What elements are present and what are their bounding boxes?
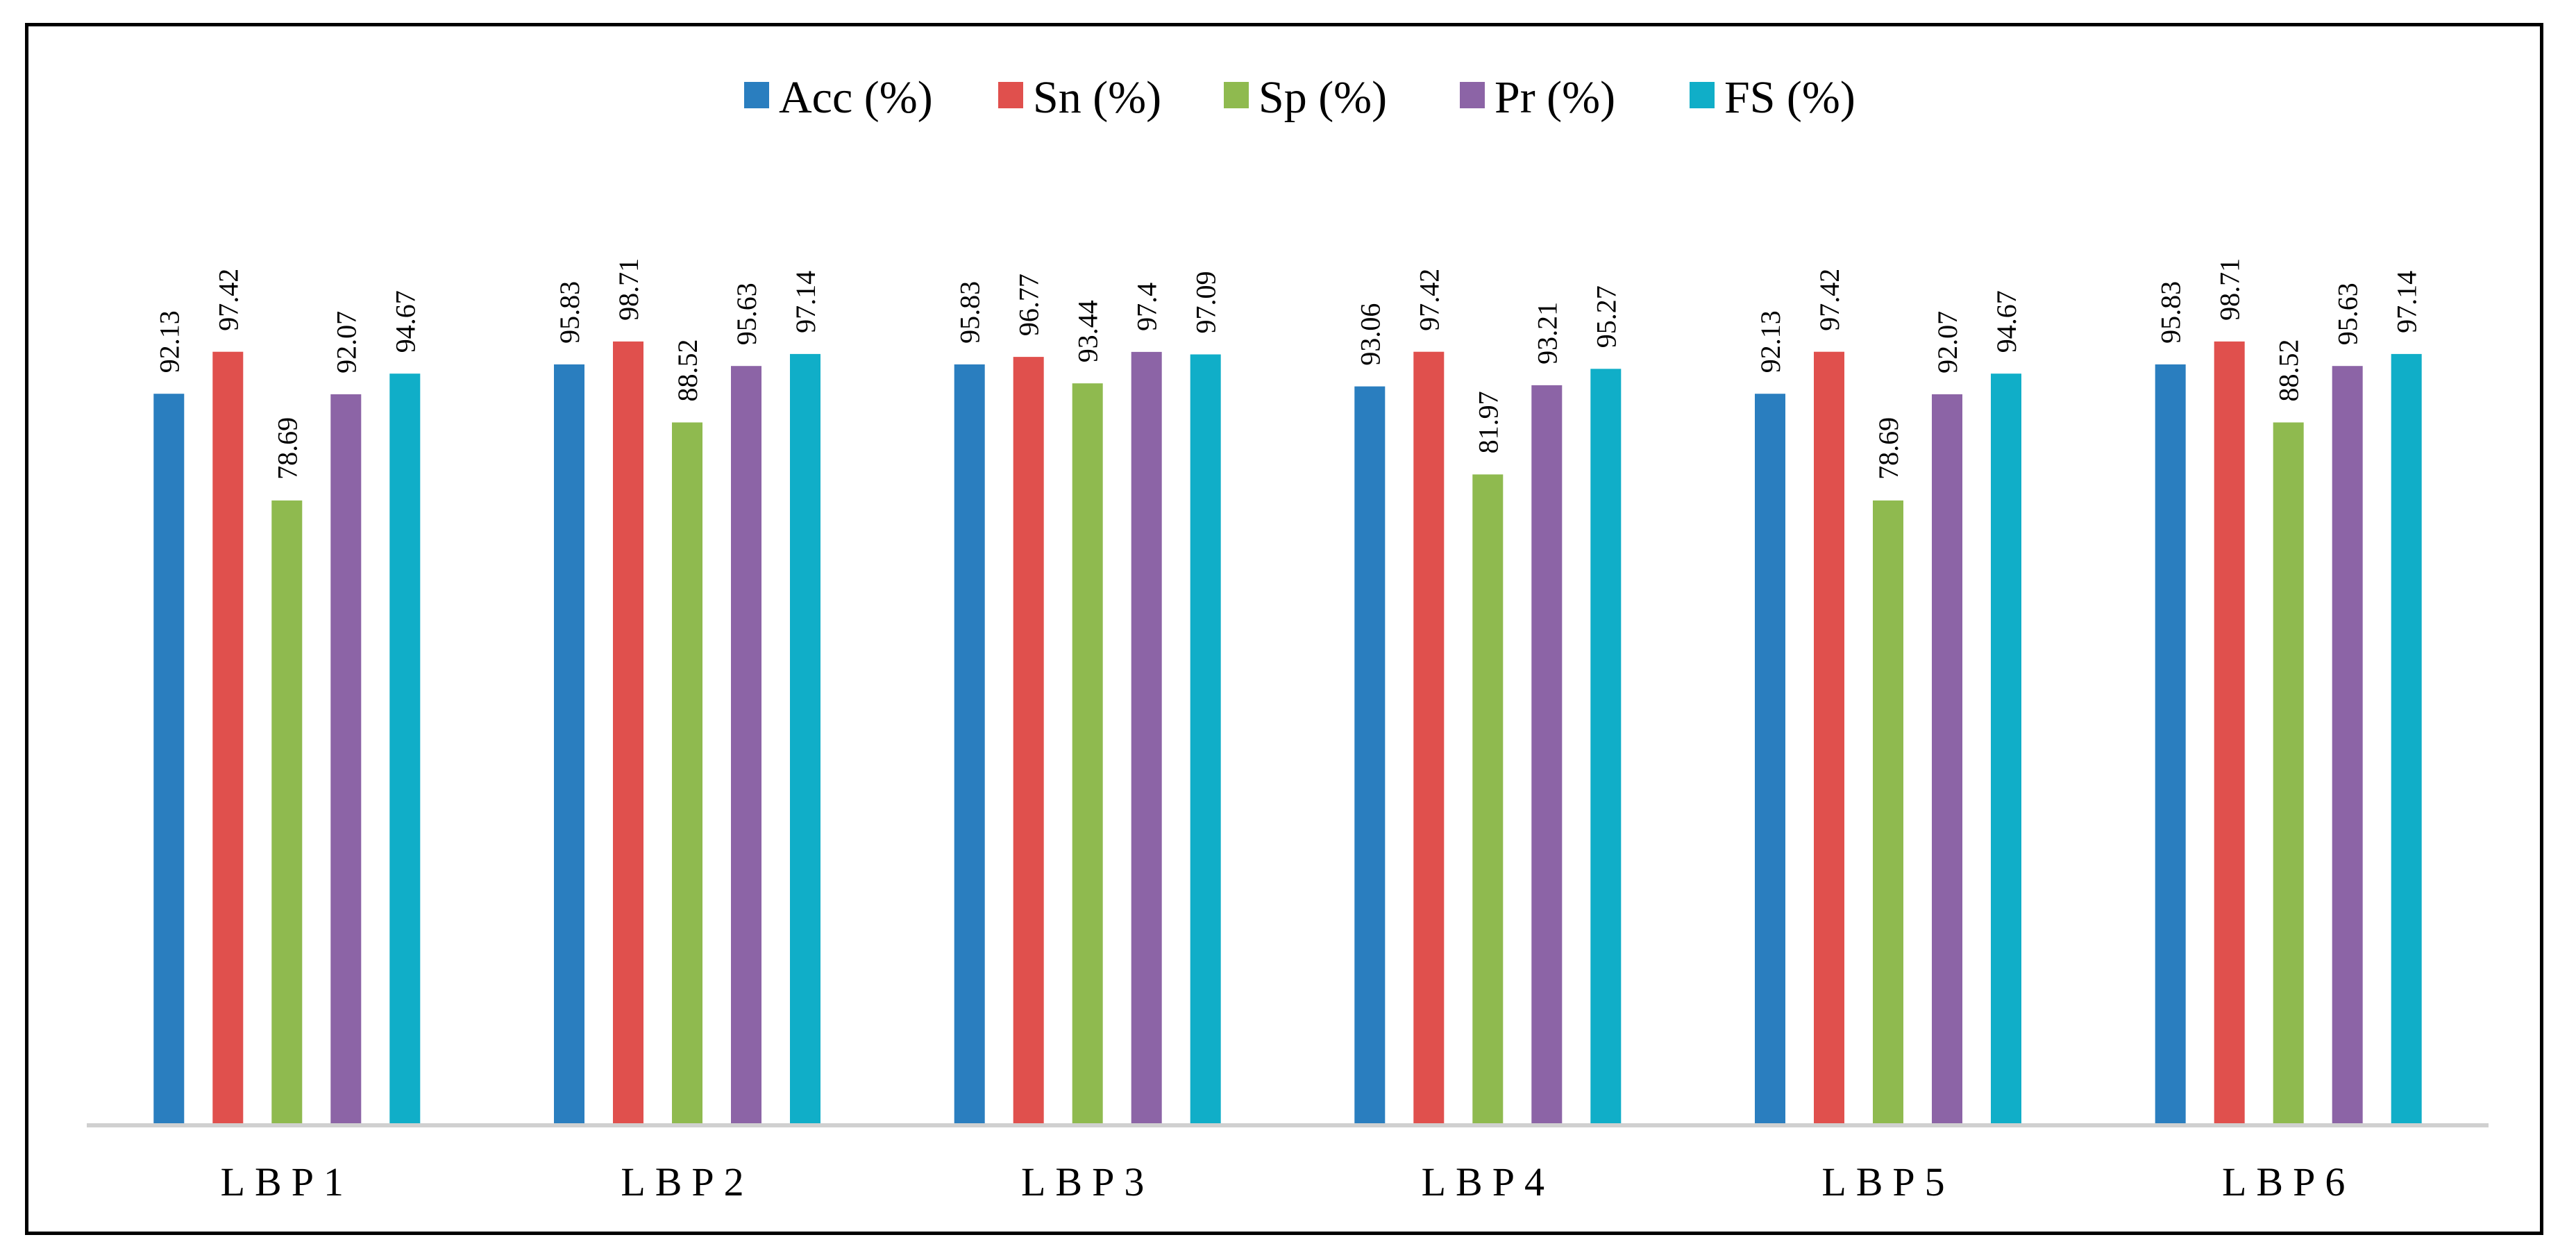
data-label-lbp4-pr: 93.21	[1531, 302, 1563, 364]
legend-swatch-acc	[744, 82, 769, 108]
data-label-lbp1-sn: 97.42	[212, 269, 244, 331]
data-label-lbp5-pr: 92.07	[1932, 311, 1963, 373]
x-axis-tick-labels: LBP1 LBP2 LBP3 LBP4 LBP5 LBP6	[221, 1159, 2355, 1204]
x-tick-label-lbp4: LBP4	[1422, 1159, 1554, 1204]
bar-lbp6-sn	[2214, 341, 2245, 1125]
data-label-lbp3-sp: 93.44	[1072, 300, 1104, 362]
data-label-lbp5-fs: 94.67	[1991, 290, 2022, 353]
bar-lbp5-sp	[1873, 500, 1903, 1125]
bar-lbp5-pr	[1932, 394, 1962, 1125]
data-label-lbp3-fs: 97.09	[1190, 271, 1222, 334]
bar-lbp2-fs	[790, 353, 820, 1125]
x-tick-label-lbp6: LBP6	[2222, 1159, 2355, 1204]
bar-lbp4-pr	[1531, 385, 1563, 1125]
bar-lbp2-pr	[731, 366, 761, 1126]
bar-lbp3-sn	[1013, 357, 1044, 1125]
legend-label-acc: Acc (%)	[779, 72, 933, 123]
bar-lbp4-fs	[1590, 369, 1622, 1125]
chart-frame	[25, 23, 2543, 1235]
data-label-lbp1-sp: 78.69	[271, 417, 303, 480]
bar-lbp6-acc	[2155, 364, 2186, 1125]
chart-legend: Acc (%) Sn (%) Sp (%) Pr (%) FS (%)	[744, 72, 1855, 123]
x-tick-label-lbp3: LBP3	[1021, 1159, 1154, 1204]
bar-lbp1-acc	[153, 394, 185, 1126]
legend-label-sn: Sn (%)	[1033, 72, 1161, 123]
data-label-lbp4-sn: 97.42	[1413, 269, 1445, 331]
bar-lbp4-sn	[1413, 351, 1445, 1126]
data-label-lbp5-sp: 78.69	[1873, 417, 1904, 480]
bar-lbp6-sp	[2273, 422, 2304, 1125]
data-label-lbp6-sp: 88.52	[2273, 339, 2305, 402]
data-label-lbp4-sp: 81.97	[1472, 391, 1504, 453]
data-label-lbp6-acc: 95.83	[2155, 281, 2187, 344]
bar-lbp1-fs	[389, 373, 421, 1126]
data-label-lbp1-pr: 92.07	[330, 311, 362, 373]
bar-lbp6-pr	[2332, 366, 2363, 1126]
legend-label-sp: Sp (%)	[1258, 72, 1387, 123]
bar-lbp1-sp	[271, 500, 303, 1125]
data-label-lbp3-pr: 97.4	[1131, 283, 1163, 331]
bar-lbp5-fs	[1991, 373, 2021, 1126]
bar-lbp4-sp	[1472, 474, 1504, 1125]
legend-label-pr: Pr (%)	[1495, 72, 1615, 123]
legend-swatch-sn	[998, 82, 1023, 108]
legend-label-fs: FS (%)	[1724, 72, 1855, 123]
bar-lbp3-pr	[1131, 351, 1162, 1125]
legend-swatch-sp	[1224, 82, 1249, 108]
bar-lbp3-fs	[1190, 354, 1221, 1125]
bar-lbp2-sn	[613, 341, 643, 1125]
data-label-lbp6-fs: 97.14	[2391, 271, 2423, 333]
data-label-lbp5-sn: 97.42	[1814, 269, 1845, 331]
data-label-lbp2-sp: 88.52	[672, 339, 703, 402]
bar-lbp3-sp	[1072, 383, 1103, 1126]
data-label-lbp6-sn: 98.71	[2214, 258, 2246, 321]
bar-lbp2-acc	[554, 364, 584, 1125]
bar-lbp1-pr	[330, 394, 362, 1125]
legend-swatch-fs	[1690, 82, 1715, 108]
x-tick-label-lbp1: LBP1	[221, 1159, 353, 1204]
bar-lbp5-sn	[1814, 351, 1844, 1126]
data-label-lbp2-sn: 98.71	[613, 258, 644, 321]
legend-swatch-pr	[1460, 82, 1485, 108]
x-tick-label-lbp5: LBP5	[1821, 1159, 1954, 1204]
x-tick-label-lbp2: LBP2	[621, 1159, 753, 1204]
bar-lbp6-fs	[2391, 353, 2422, 1125]
data-label-lbp6-pr: 95.63	[2332, 283, 2364, 345]
bar-lbp5-acc	[1755, 394, 1785, 1126]
data-label-lbp4-acc: 93.06	[1354, 303, 1386, 366]
data-label-lbp2-acc: 95.83	[554, 281, 585, 344]
data-label-lbp5-acc: 92.13	[1755, 310, 1786, 373]
data-label-lbp1-fs: 94.67	[389, 290, 421, 353]
bar-lbp1-sn	[212, 351, 244, 1126]
bar-lbp4-acc	[1354, 386, 1386, 1125]
bar-lbp2-sp	[672, 422, 702, 1125]
data-label-lbp3-acc: 95.83	[954, 281, 986, 344]
data-label-lbp2-fs: 97.14	[790, 271, 821, 333]
data-label-lbp4-fs: 95.27	[1590, 285, 1622, 348]
bar-series-group	[153, 341, 2422, 1126]
data-label-lbp1-acc: 92.13	[153, 310, 185, 373]
data-label-lbp2-pr: 95.63	[731, 283, 762, 345]
bar-lbp3-acc	[954, 364, 985, 1125]
data-label-lbp3-sn: 96.77	[1013, 274, 1045, 336]
data-label-group: 92.13 97.42 78.69 92.07 94.67 95.83 98.71 88.52…	[153, 258, 2422, 480]
